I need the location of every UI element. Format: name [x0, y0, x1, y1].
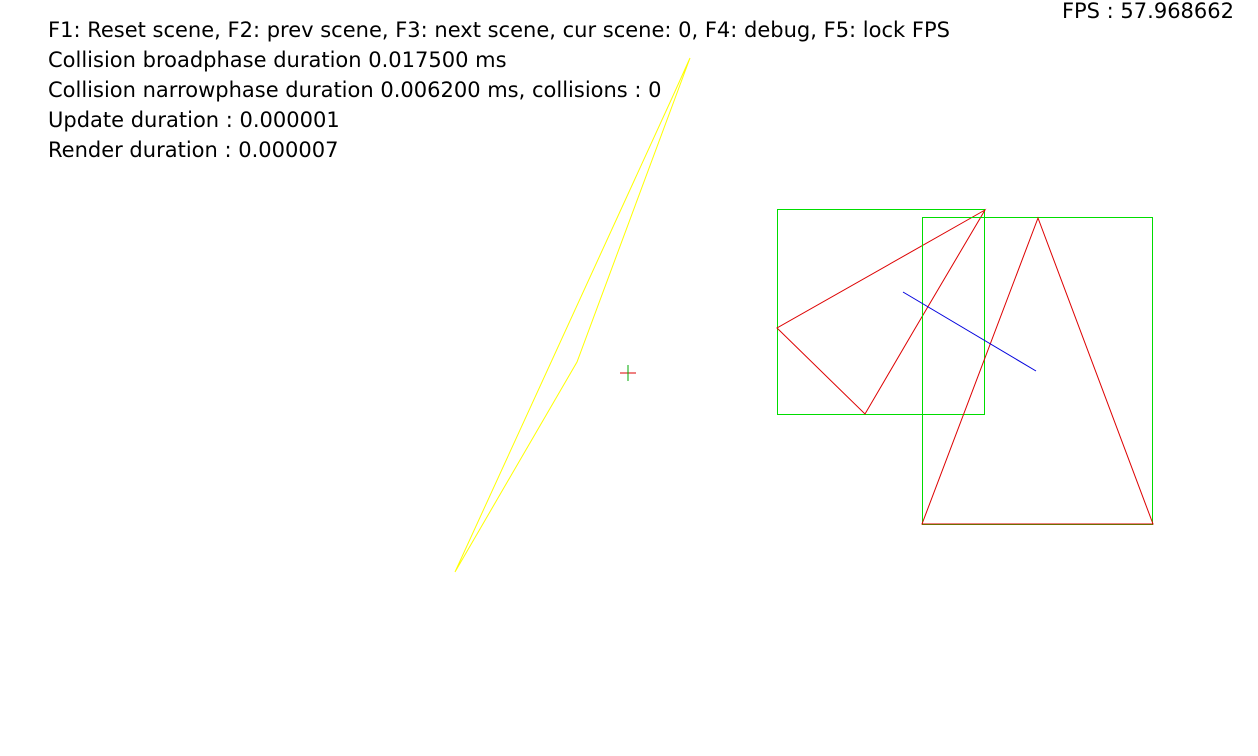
update-duration-text: Update duration : 0.000001	[48, 108, 340, 132]
broadphase-duration-text: Collision broadphase duration 0.017500 m…	[48, 48, 507, 72]
yellow-shape[interactable]	[454, 57, 691, 573]
left-bounding-box	[777, 209, 985, 415]
right-bounding-box	[922, 217, 1153, 525]
right-triangle[interactable]	[921, 216, 1154, 525]
controls-help-text: F1: Reset scene, F2: prev scene, F3: nex…	[48, 18, 950, 42]
fps-counter: FPS : 57.968662	[1061, 0, 1234, 23]
left-polygon[interactable]	[776, 208, 987, 415]
debug-separation-line	[902, 291, 1037, 372]
render-duration-text: Render duration : 0.000007	[48, 138, 339, 162]
narrowphase-duration-text: Collision narrowphase duration 0.006200 …	[48, 78, 662, 102]
